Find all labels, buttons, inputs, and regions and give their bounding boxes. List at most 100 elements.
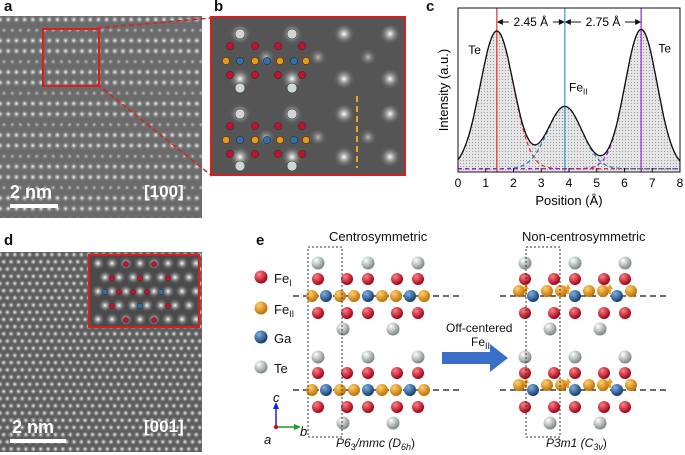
fe1-atom — [548, 367, 560, 379]
atom-column — [143, 78, 152, 88]
atom-column — [25, 395, 34, 403]
atom-column — [25, 252, 34, 259]
atom-column — [45, 141, 54, 151]
atom-column — [200, 38, 202, 44]
atom-column — [51, 416, 60, 425]
atom-column — [110, 330, 119, 338]
atom-column — [25, 27, 32, 34]
atom-column — [200, 164, 202, 170]
atom-column — [118, 431, 126, 439]
atom-column — [115, 216, 122, 218]
fe1-atom — [412, 307, 424, 319]
atom-column — [66, 58, 73, 66]
atom-column — [184, 388, 193, 396]
atom-column — [77, 173, 87, 182]
atom-column — [77, 47, 87, 56]
atom-column — [133, 373, 141, 382]
atom-column — [114, 380, 123, 389]
atom-column — [199, 345, 202, 353]
atom-column — [0, 194, 5, 203]
atom-column — [140, 416, 149, 425]
atom-column — [61, 110, 70, 119]
atom-column — [48, 294, 56, 302]
atom-column — [11, 409, 19, 418]
fe1-atom — [391, 273, 403, 285]
atom-column — [173, 409, 182, 418]
atom-column — [88, 416, 97, 425]
atom-column — [168, 131, 177, 140]
atom-column — [132, 90, 139, 97]
atom-column — [62, 337, 71, 346]
atom-column — [103, 373, 112, 382]
fe2-atom — [418, 384, 430, 396]
atom-column — [151, 16, 160, 25]
atom-column — [99, 27, 106, 34]
atom-column — [192, 36, 201, 46]
atom-column — [41, 184, 49, 192]
atom-column — [69, 36, 79, 46]
atom-column — [40, 424, 49, 432]
overlay-atom — [302, 136, 310, 144]
atom-column — [151, 131, 160, 140]
atom-column — [28, 68, 37, 77]
atom-column — [20, 141, 29, 151]
atom-column — [107, 352, 115, 360]
atom-column — [118, 47, 128, 56]
distance-label-1: 2.45 Å — [513, 14, 548, 29]
atom-column — [132, 153, 139, 160]
inset-atom — [109, 303, 115, 309]
atom-column — [86, 110, 95, 119]
atom-column — [59, 258, 67, 266]
bright-column — [333, 69, 355, 91]
atom-column — [73, 272, 82, 281]
arrow-label-2: FeII — [471, 335, 491, 351]
atom-column — [12, 78, 21, 88]
atom-column — [99, 438, 108, 446]
atom-column — [181, 337, 189, 346]
atom-column — [25, 153, 32, 160]
te-atom — [568, 350, 582, 364]
atom-column — [36, 373, 45, 382]
atom-column — [110, 373, 119, 382]
atom-column — [55, 294, 63, 302]
atom-column — [155, 388, 163, 396]
atom-column — [36, 416, 45, 425]
atom-column — [28, 99, 37, 109]
te-atom — [311, 350, 325, 364]
atom-column — [40, 409, 49, 418]
atom-column — [53, 16, 62, 25]
atom-column — [25, 121, 32, 129]
atom-column — [7, 416, 15, 425]
inset-column — [196, 301, 198, 311]
atom-column — [143, 173, 152, 182]
atom-column — [125, 373, 134, 382]
atom-column — [12, 110, 21, 119]
atom-column — [166, 424, 174, 432]
atom-column — [99, 121, 106, 129]
atom-column — [148, 216, 155, 218]
atom-column — [20, 36, 29, 46]
atom-column — [73, 359, 82, 367]
inset-column — [140, 299, 154, 313]
atom-column — [135, 194, 144, 203]
te-atom — [593, 416, 607, 430]
atom-column — [86, 162, 95, 172]
atom-column — [0, 352, 4, 360]
atom-column — [176, 68, 185, 77]
atom-column — [162, 373, 171, 382]
te-atom — [336, 322, 350, 336]
overlay-atom — [274, 150, 282, 158]
atom-column — [173, 121, 180, 129]
atom-column — [3, 380, 12, 389]
atom-column — [118, 330, 126, 338]
atom-column — [118, 194, 128, 203]
atom-column — [50, 58, 57, 66]
atom-column — [62, 265, 71, 274]
atom-column — [168, 47, 177, 56]
atom-column — [123, 90, 131, 97]
intensity-profile-chart: 0 1 2 3 4 5 6 7 8 Position (Å) Intensity (a.u.) 2.4… — [436, 7, 684, 208]
te-atom — [618, 256, 632, 270]
atom-column — [69, 110, 79, 119]
atom-column — [199, 373, 202, 381]
fe2-atom — [583, 379, 595, 391]
